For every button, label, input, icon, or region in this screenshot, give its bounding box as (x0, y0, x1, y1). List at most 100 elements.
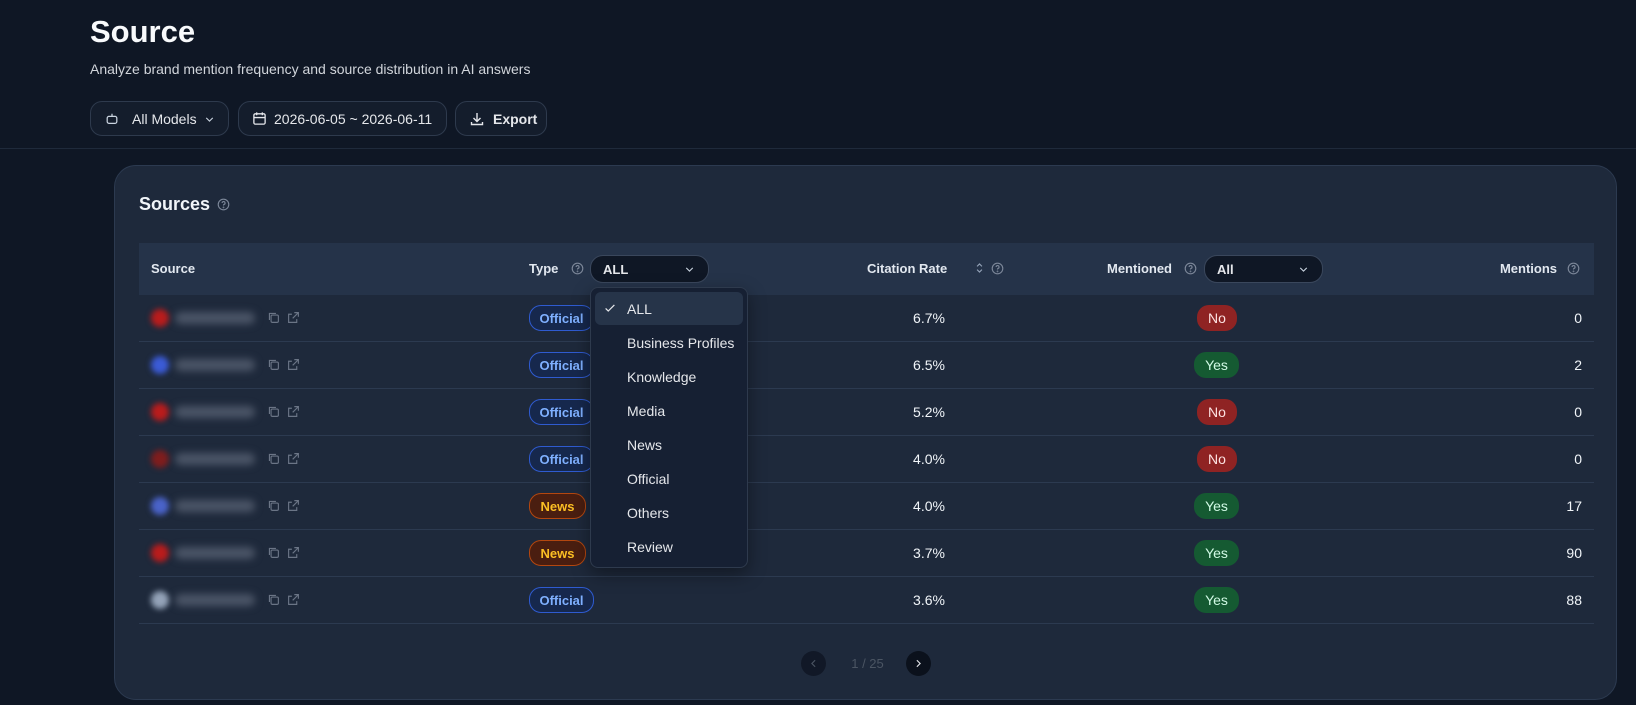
external-link-icon-svg (288, 406, 299, 417)
chevron-right (912, 657, 925, 670)
export-label: Export (493, 111, 538, 127)
date-label: 2026-06-05 ~ 2026-06-11 (274, 111, 433, 127)
citation-rate: 6.7% (913, 310, 945, 326)
type-badge: News (529, 493, 586, 519)
mentions-count: 0 (1574, 451, 1582, 467)
citation-rate: 3.6% (913, 592, 945, 608)
bot-icon (105, 112, 119, 126)
table-row: News 3.7% Yes 90 (139, 530, 1594, 577)
col-mentions: Mentions (1499, 261, 1557, 276)
check-icon-svg (605, 304, 615, 312)
type-select-value: ALL (603, 262, 629, 277)
mentioned-badge: No (1197, 399, 1237, 425)
source-name-blurred (175, 500, 255, 512)
export-button[interactable]: Export (455, 101, 547, 136)
source-name-blurred (175, 594, 255, 606)
option-label: Review (627, 539, 673, 555)
option-label: Official (627, 471, 670, 487)
type-badge: Official (529, 399, 594, 425)
dropdown-option[interactable]: Business Profiles (595, 326, 743, 359)
copy-icon-svg (268, 453, 279, 464)
card-title: Sources (139, 194, 211, 214)
option-label: Knowledge (627, 369, 697, 385)
table-row: Official 6.5% Yes 2 (139, 342, 1594, 389)
dropdown-option[interactable]: Official (595, 462, 743, 495)
source-favicon (151, 497, 169, 515)
sort-icon-svg (976, 263, 983, 273)
calendar-icon-svg (253, 112, 266, 125)
table-header: Source Type ALL Citation Rate Mentioned All Me… (139, 243, 1594, 295)
chevron-down (683, 263, 696, 276)
col-citation: Citation Rate (867, 261, 948, 276)
dropdown-option[interactable]: Others (595, 496, 743, 529)
table-row: Official 4.0% No 0 (139, 436, 1594, 483)
model-filter[interactable]: All Models (90, 101, 229, 136)
dropdown-option[interactable]: Review (595, 530, 743, 563)
table-row: Official 6.7% No 0 (139, 295, 1594, 342)
copy-icon (267, 499, 280, 512)
source-favicon (151, 544, 169, 562)
copy-icon (267, 546, 280, 559)
source-name-blurred (175, 406, 255, 418)
sources-card: Sources Source Type ALL Citation Rate Mention… (114, 165, 1617, 700)
type-badge: Official (529, 352, 594, 378)
copy-icon (267, 311, 280, 324)
external-link-icon (287, 311, 300, 324)
mentioned-badge: Yes (1194, 493, 1239, 519)
download-icon (469, 111, 485, 127)
option-label: ALL (627, 301, 652, 317)
help-icon (217, 198, 230, 211)
citation-rate: 4.0% (913, 451, 945, 467)
chevron-left-svg (811, 659, 816, 668)
source-favicon (151, 591, 169, 609)
chevron-down-svg (1299, 267, 1308, 272)
help-icon-svg (217, 198, 230, 211)
copy-icon-svg (268, 500, 279, 511)
mentioned-badge: Yes (1194, 587, 1239, 613)
type-badge: News (529, 540, 586, 566)
dropdown-option[interactable]: News (595, 428, 743, 461)
dropdown-option[interactable]: Media (595, 394, 743, 427)
external-link-icon-svg (288, 453, 299, 464)
mentioned-badge: No (1197, 446, 1237, 472)
page-subtitle: Analyze brand mention frequency and sour… (90, 61, 531, 77)
external-link-icon (287, 546, 300, 559)
model-label: All Models (132, 111, 197, 127)
dropdown-option[interactable]: Knowledge (595, 360, 743, 393)
copy-icon (267, 405, 280, 418)
help-icon (991, 262, 1004, 275)
table-row: News 4.0% Yes 17 (139, 483, 1594, 530)
date-filter[interactable]: 2026-06-05 ~ 2026-06-11 (238, 101, 447, 136)
citation-rate: 5.2% (913, 404, 945, 420)
prev-page[interactable] (801, 651, 826, 676)
chevron-down-svg (205, 117, 214, 122)
citation-rate: 3.7% (913, 545, 945, 561)
help-icon (571, 262, 584, 275)
source-favicon (151, 450, 169, 468)
page-indicator: 1 / 25 (851, 656, 884, 671)
chevron-down (1297, 263, 1310, 276)
type-badge: Official (529, 305, 594, 331)
help-icon (1184, 262, 1197, 275)
chevron-down (203, 113, 216, 126)
next-page[interactable] (906, 651, 931, 676)
type-select[interactable]: ALL (590, 255, 709, 283)
check-icon (603, 301, 617, 315)
option-label: Business Profiles (627, 335, 735, 351)
help-icon (1567, 262, 1580, 275)
dropdown-option[interactable]: ALL (595, 292, 743, 325)
copy-icon-svg (268, 594, 279, 605)
source-name-blurred (175, 312, 255, 324)
table-row: Official 3.6% Yes 88 (139, 577, 1594, 624)
source-favicon (151, 356, 169, 374)
source-favicon (151, 309, 169, 327)
mentioned-select-value: All (1217, 262, 1234, 277)
copy-icon (267, 593, 280, 606)
mentioned-select[interactable]: All (1204, 255, 1323, 283)
divider (0, 148, 1636, 149)
external-link-icon (287, 405, 300, 418)
external-link-icon-svg (288, 312, 299, 323)
external-link-icon-svg (288, 500, 299, 511)
mentions-count: 88 (1566, 592, 1582, 608)
